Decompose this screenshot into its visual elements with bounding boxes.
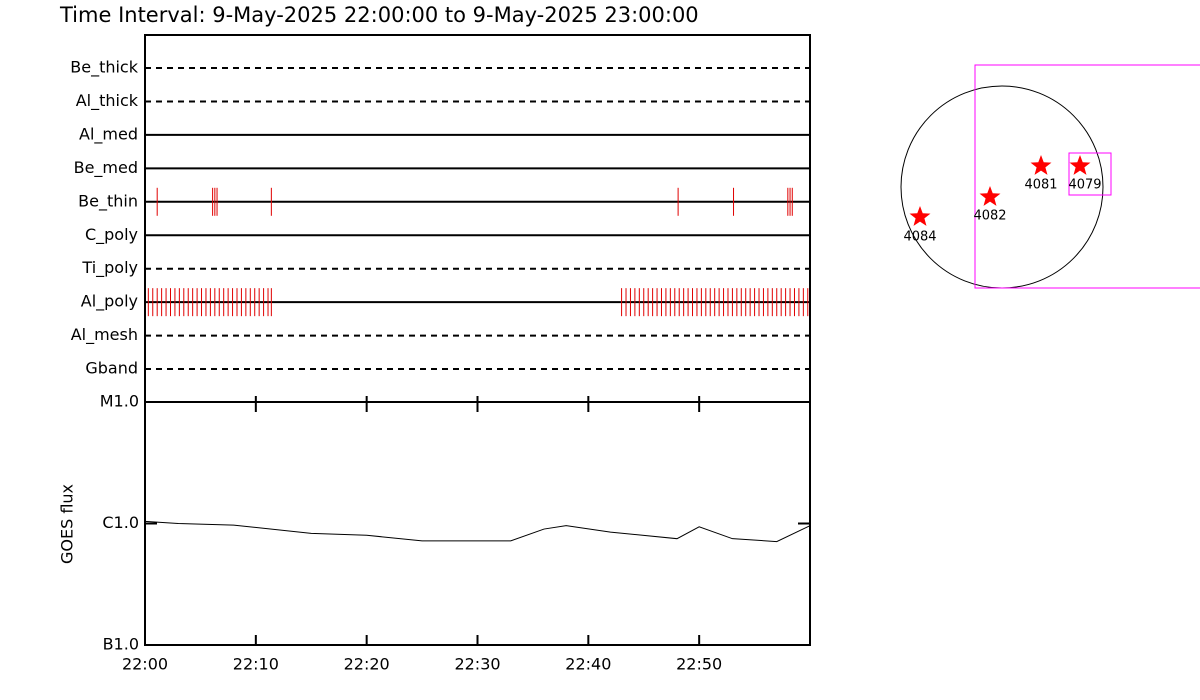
region-label: 4081 bbox=[1024, 178, 1057, 193]
filter-label: Be_thin bbox=[78, 191, 138, 211]
filter-label: Be_thick bbox=[70, 58, 138, 78]
filter-label: Be_med bbox=[74, 158, 138, 178]
x-tick-label: 22:00 bbox=[122, 655, 168, 674]
y-tick-label: C1.0 bbox=[102, 513, 139, 532]
chart-title: Time Interval: 9-May-2025 22:00:00 to 9-… bbox=[59, 3, 699, 27]
filter-label: Al_mesh bbox=[71, 325, 138, 345]
y-tick-label: M1.0 bbox=[100, 392, 139, 411]
filter-label: Ti_poly bbox=[81, 258, 138, 278]
region-label: 4079 bbox=[1068, 178, 1101, 193]
x-tick-label: 22:40 bbox=[565, 655, 611, 674]
region-star bbox=[979, 186, 1001, 206]
goes-curve bbox=[144, 520, 811, 543]
region-label: 4084 bbox=[903, 230, 936, 245]
region-star bbox=[1030, 155, 1052, 175]
sun-map: 4084 4082 4081 4079 bbox=[900, 64, 1200, 289]
x-tick-label: 22:50 bbox=[676, 655, 722, 674]
x-tick-label: 22:20 bbox=[344, 655, 390, 674]
x-tick-label: 22:30 bbox=[454, 655, 500, 674]
region-star bbox=[909, 206, 931, 226]
y-axis-label: GOES flux bbox=[58, 484, 77, 564]
filter-label: Al_poly bbox=[81, 292, 138, 312]
plot-frame bbox=[144, 34, 811, 646]
filter-label: Al_thick bbox=[76, 91, 139, 111]
region-star bbox=[1069, 155, 1091, 175]
x-tick-label: 22:10 bbox=[233, 655, 279, 674]
y-tick-label: B1.0 bbox=[103, 635, 139, 654]
fov-box bbox=[1068, 152, 1112, 196]
fov-box bbox=[974, 64, 1200, 289]
filter-label: Gband bbox=[85, 359, 138, 378]
filter-label: C_poly bbox=[85, 225, 138, 245]
region-label: 4082 bbox=[973, 209, 1006, 224]
filter-label: Al_med bbox=[79, 124, 138, 144]
